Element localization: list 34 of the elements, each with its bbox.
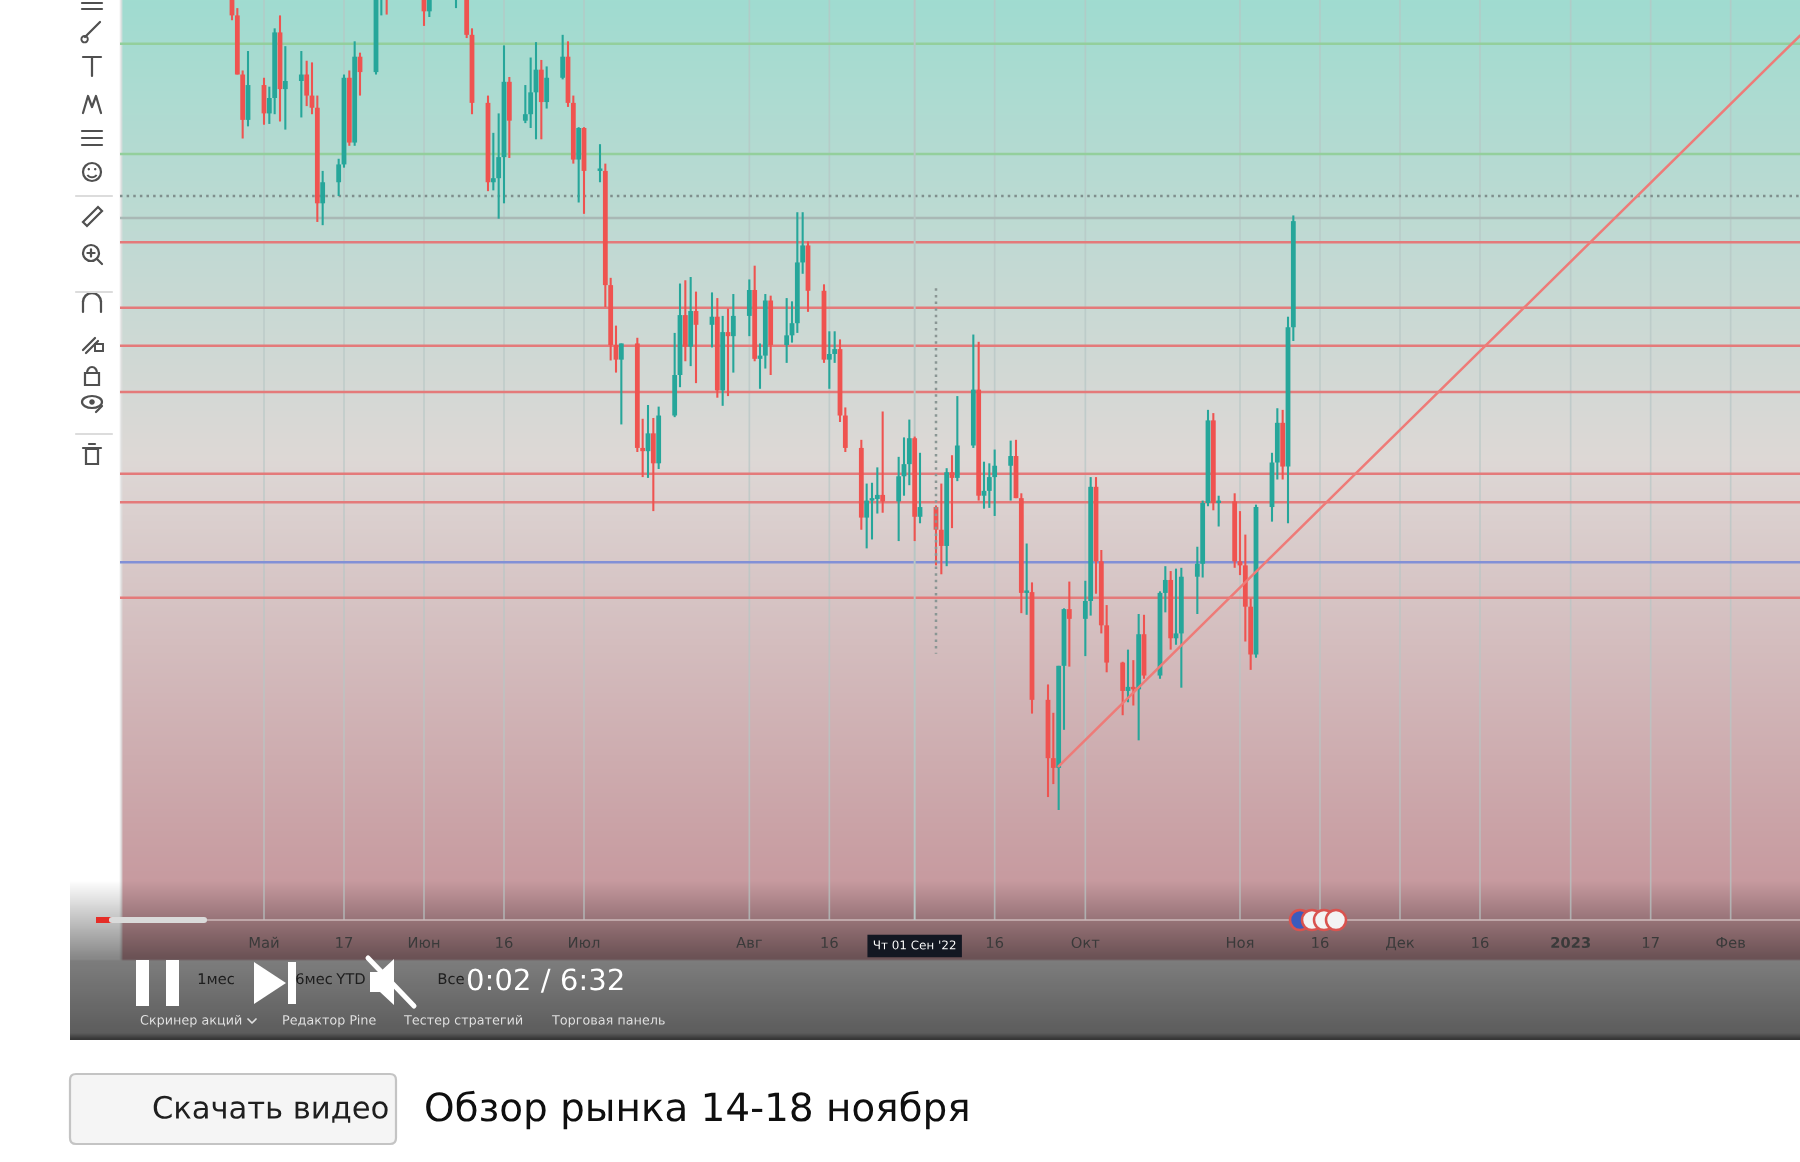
candlestick <box>1066 580 1072 668</box>
text: Обзор рынка 14-18 ноября <box>426 1090 968 1130</box>
candlestick <box>688 275 694 368</box>
text: Скачать видео <box>153 1095 388 1123</box>
candlestick <box>597 143 603 184</box>
candlestick <box>538 58 544 141</box>
candlestick <box>992 448 998 518</box>
candlestick <box>880 410 886 514</box>
candlestick <box>544 65 550 110</box>
candlestick <box>768 294 774 377</box>
candlestick <box>560 33 566 81</box>
candlestick <box>826 330 832 390</box>
candlestick <box>650 416 656 513</box>
candlestick <box>1008 439 1014 502</box>
candlestick <box>576 126 582 204</box>
candlestick <box>320 169 326 227</box>
candlestick <box>682 279 688 363</box>
text: 0:02 / 6:32 <box>467 968 623 993</box>
candlestick <box>1120 660 1126 717</box>
candlestick <box>864 482 870 550</box>
candlestick <box>506 75 512 159</box>
candlestick <box>1280 408 1286 481</box>
candlestick <box>784 297 790 364</box>
candlestick <box>298 49 304 119</box>
candlestick <box>454 0 458 10</box>
candlestick <box>954 395 960 483</box>
candlestick <box>938 482 944 576</box>
candlestick <box>746 278 752 338</box>
candlestick <box>304 59 310 108</box>
candlestick <box>656 405 662 471</box>
candlestick <box>1024 542 1030 616</box>
candlestick <box>730 292 736 374</box>
candlestick <box>618 342 624 426</box>
candlestick <box>282 45 288 131</box>
